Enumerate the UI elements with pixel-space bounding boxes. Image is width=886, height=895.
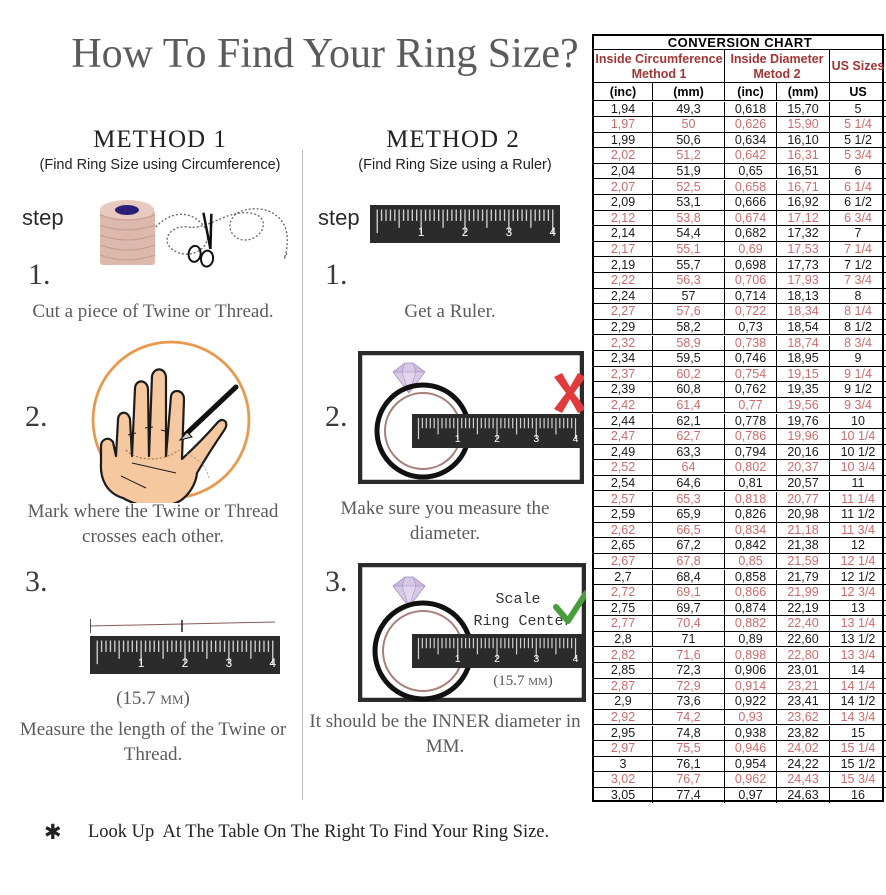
svg-text:(15.7 mm): (15.7 mm) [493, 673, 553, 689]
svg-text:Scale: Scale [495, 591, 540, 608]
svg-text:Ring Center: Ring Center [473, 613, 572, 630]
